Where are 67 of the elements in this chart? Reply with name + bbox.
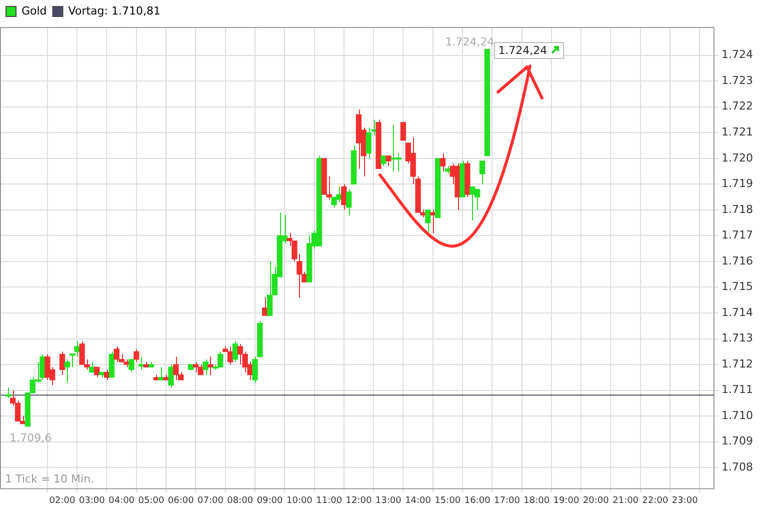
x-tick-label: 10:00	[286, 496, 313, 506]
x-tick-label: 18:00	[524, 496, 550, 506]
y-tick-label: 1.708	[722, 460, 754, 474]
y-tick-label: 1.714	[722, 306, 754, 319]
candlestick	[331, 196, 337, 208]
candlestick	[380, 155, 386, 167]
candlestick	[202, 358, 208, 376]
x-tick-label: 12:00	[346, 496, 372, 506]
y-tick-label: 1.717	[722, 228, 754, 242]
y-tick-label: 1.715	[722, 280, 754, 294]
x-tick-label: 16:00	[464, 496, 491, 506]
candlestick	[341, 184, 347, 210]
candlestick	[400, 122, 406, 141]
candlestick	[479, 160, 486, 185]
text: 1.724,24	[498, 44, 548, 58]
x-tick-label: 13:00	[375, 496, 402, 506]
x-tick-label: 03:00	[78, 496, 106, 506]
y-tick-label: 1.723	[722, 74, 754, 87]
x-tick-label: 09:00	[256, 496, 284, 506]
x-tick-label: 22:00	[642, 496, 668, 506]
y-tick-label: 1.716	[722, 254, 754, 268]
y-tick-label: 1.713	[722, 332, 754, 345]
x-tick-label: 23:00	[672, 496, 698, 506]
x-tick-label: 19:00	[553, 496, 580, 506]
candlestick	[64, 358, 70, 384]
x-tick-label: 21:00	[612, 496, 639, 506]
candlestick	[168, 364, 174, 388]
candlestick	[386, 155, 392, 167]
legend-label: Vortag: 1.710,81	[68, 4, 160, 18]
y-tick-label: 1.709	[722, 434, 754, 448]
x-tick-label: 20:00	[582, 496, 610, 506]
candlestick	[208, 356, 214, 376]
x-tick-label: 08:00	[227, 496, 254, 506]
legend-label: Gold	[22, 4, 47, 18]
annotation: 1.724,24	[445, 36, 494, 49]
y-tick-label: 1.721	[722, 125, 754, 138]
y-tick-label: 1.720	[722, 151, 754, 164]
candlestick	[366, 126, 372, 159]
x-tick-label: 14:00	[405, 496, 432, 506]
x-tick-label: 07:00	[198, 496, 224, 506]
x-tick-label: 04:00	[108, 496, 135, 506]
x-tick-label: 06:00	[168, 496, 194, 506]
y-tick-label: 1.718	[722, 202, 754, 216]
y-tick-label: 1.710	[722, 408, 754, 422]
candlestick	[440, 152, 446, 172]
candlestick	[108, 351, 115, 378]
candlestick	[59, 351, 66, 376]
annotation: 1.709,6	[10, 432, 52, 445]
candlestick	[232, 340, 238, 362]
x-tick-label: 11:00	[316, 496, 342, 506]
y-tick-label: 1.711	[722, 383, 754, 396]
y-tick-label: 1.712	[722, 357, 754, 370]
x-tick-label: 15:00	[434, 496, 461, 506]
candlestick	[252, 356, 258, 384]
x-tick-label: 17:00	[494, 496, 520, 506]
candlestick	[425, 209, 431, 234]
y-tick-label: 1.722	[722, 100, 754, 113]
x-tick-label: 02:00	[49, 496, 76, 506]
candlestick	[128, 358, 134, 373]
candlestick	[158, 366, 164, 380]
candlestick	[346, 188, 352, 216]
y-tick-label: 1.724	[722, 48, 754, 62]
x-tick-label: 05:00	[138, 496, 164, 506]
candlestick	[430, 209, 436, 234]
candlestick	[134, 348, 140, 362]
annotation: 1 Tick = 10 Min.	[5, 472, 94, 486]
y-tick-label: 1.719	[722, 177, 754, 190]
